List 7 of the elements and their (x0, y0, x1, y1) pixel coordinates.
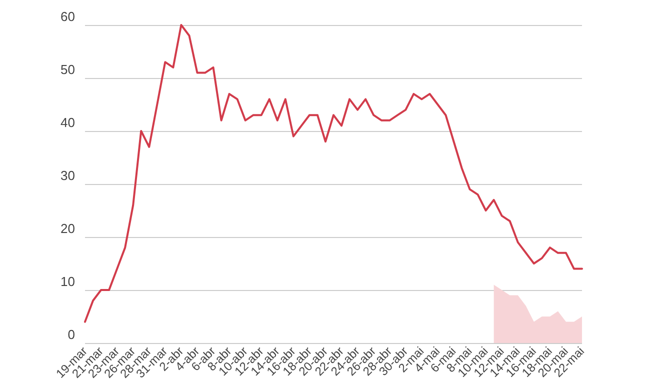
y-tick-label: 10 (60, 274, 75, 289)
y-tick-label: 60 (60, 9, 75, 24)
y-tick-label: 20 (60, 221, 75, 236)
y-tick-label: 0 (68, 327, 75, 342)
y-tick-label: 30 (60, 168, 75, 183)
y-tick-label: 40 (60, 115, 75, 130)
y-tick-label: 50 (60, 62, 75, 77)
